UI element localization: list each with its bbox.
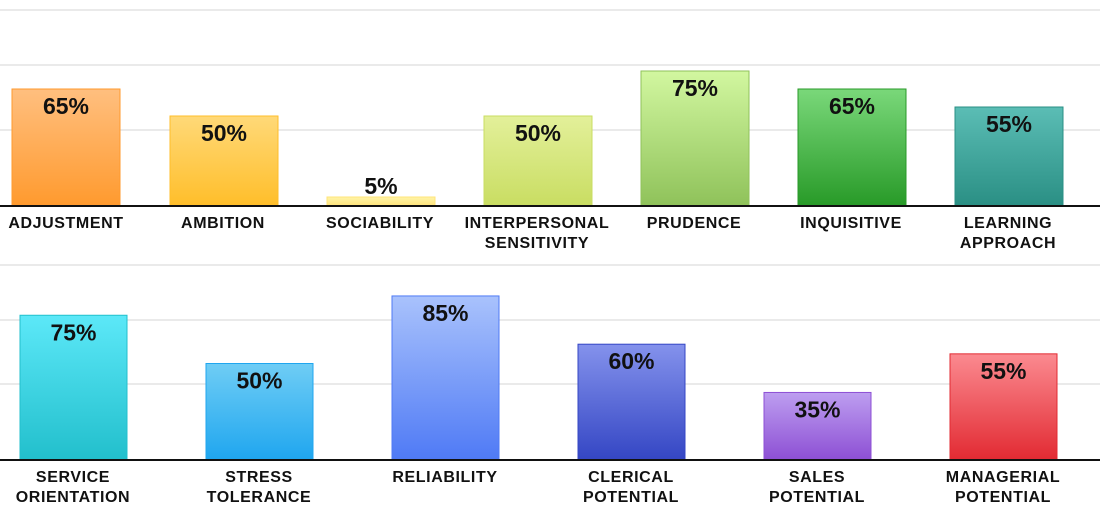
bar-clerical-potential <box>577 343 686 461</box>
bar-managerial-potential <box>949 353 1058 461</box>
chart-panel-2: 75% SERVICE ORIENTATION 50% STRESS TOLERANCE 8… <box>0 264 1100 506</box>
category-label: LEARNING APPROACH <box>960 215 1056 252</box>
value-label: 50% <box>515 120 561 146</box>
category-label: INQUISITIVE <box>800 215 902 232</box>
category-label: PRUDENCE <box>647 215 742 232</box>
bar-ambition <box>169 115 279 207</box>
value-label: 65% <box>829 93 875 119</box>
value-label: 55% <box>980 358 1026 384</box>
category-label: SALES POTENTIAL <box>769 469 865 506</box>
value-label: 55% <box>986 111 1032 137</box>
value-label: 5% <box>364 173 397 199</box>
category-label: SERVICE ORIENTATION <box>16 469 130 506</box>
bar-adjustment <box>11 88 121 207</box>
category-label: ADJUSTMENT <box>8 215 123 232</box>
bar-reliability <box>391 295 500 461</box>
value-label: 35% <box>794 396 840 422</box>
bar-stress-tolerance <box>205 363 314 461</box>
value-label: 60% <box>608 348 654 374</box>
category-label: INTERPERSONAL SENSITIVITY <box>465 215 610 252</box>
value-label: 50% <box>236 368 282 394</box>
value-label: 65% <box>43 93 89 119</box>
category-label: MANAGERIAL POTENTIAL <box>946 469 1060 506</box>
value-label: 50% <box>201 120 247 146</box>
chart-panel-1: 65% ADJUSTMENT 50% AMBITION 5% SOCIABILITY 50%… <box>0 9 1100 252</box>
category-label: STRESS TOLERANCE <box>207 469 312 506</box>
value-label: 75% <box>672 75 718 101</box>
value-label: 85% <box>422 300 468 326</box>
category-label: CLERICAL POTENTIAL <box>583 469 679 506</box>
bar-sales-potential <box>763 391 872 461</box>
category-label: AMBITION <box>181 215 265 232</box>
value-label: 75% <box>50 319 96 345</box>
category-label: RELIABILITY <box>392 469 497 486</box>
category-label: SOCIABILITY <box>326 215 434 232</box>
